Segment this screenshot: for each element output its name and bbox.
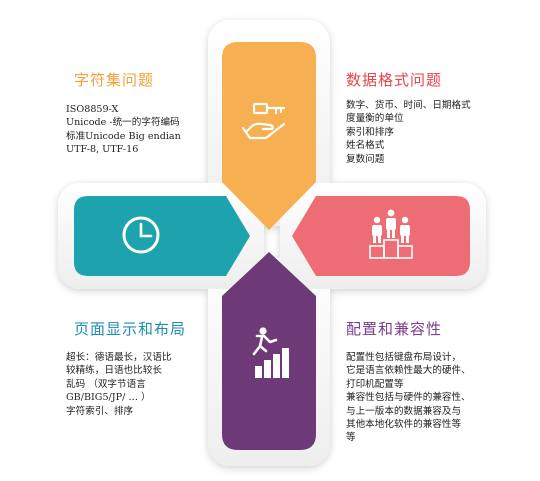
- data-format-line: 度量衡的单位: [346, 113, 404, 125]
- charset-line: 标准Unicode Big endian: [66, 130, 181, 142]
- data-format-body: 数字、货币、时间、日期格式 度量衡的单位 索引和排序 姓名格式 复数问题: [346, 99, 471, 166]
- compat-line: 它是语言依赖性最大的硬件、: [346, 365, 471, 377]
- compat-line: 打印机配置等: [346, 378, 404, 390]
- charset-title: 字符集问题: [74, 71, 155, 89]
- layout-line: 乱码 （双字节语言: [66, 378, 146, 390]
- teal-petal: [74, 196, 250, 276]
- charset-body: ISO8859-X Unicode -统一的字符编码 标准Unicode Big…: [66, 103, 181, 157]
- charset-line: ISO8859-X: [66, 104, 119, 115]
- charset-line: Unicode -统一的字符编码: [66, 117, 180, 129]
- data-format-line: 复数问题: [346, 153, 385, 165]
- data-format-line: 数字、货币、时间、日期格式: [346, 100, 471, 111]
- people-podium-icon: [369, 209, 413, 259]
- layout-title: 页面显示和布局: [74, 320, 187, 338]
- layout-line: 超长：德语最长，汉语比: [66, 352, 172, 363]
- data-format-line: 索引和排序: [346, 126, 394, 138]
- compat-line: 等: [346, 432, 356, 444]
- layout-line: 较精练，日语也比较长: [66, 365, 162, 377]
- compat-line: 与上一版本的数据兼容及与: [346, 405, 462, 417]
- charset-line: UTF-8, UTF-16: [66, 144, 139, 156]
- compat-body: 配置性包括键盘布局设计， 它是语言依赖性最大的硬件、 打印机配置等 兼容性包括与…: [346, 351, 471, 445]
- data-format-title: 数据格式问题: [346, 71, 443, 89]
- layout-line: GB/BIG5/JP/ … ）: [66, 392, 151, 404]
- layout-body: 超长：德语最长，汉语比 较精练，日语也比较长 乱码 （双字节语言 GB/BIG5…: [66, 351, 172, 418]
- compat-line: 其他本地化软件的兼容性等: [346, 419, 462, 431]
- purple-petal: [222, 252, 316, 450]
- layout-line: 字符索引、排序: [66, 405, 134, 417]
- climbing-stairs-icon: [252, 327, 289, 378]
- data-format-line: 姓名格式: [346, 140, 385, 152]
- compat-line: 配置性包括键盘布局设计，: [346, 352, 462, 363]
- clock-icon: [122, 216, 160, 254]
- compat-line: 兼容性包括与硬件的兼容性、: [346, 392, 471, 404]
- compat-title: 配置和兼容性: [346, 320, 443, 338]
- key-in-hand-icon: [241, 102, 286, 140]
